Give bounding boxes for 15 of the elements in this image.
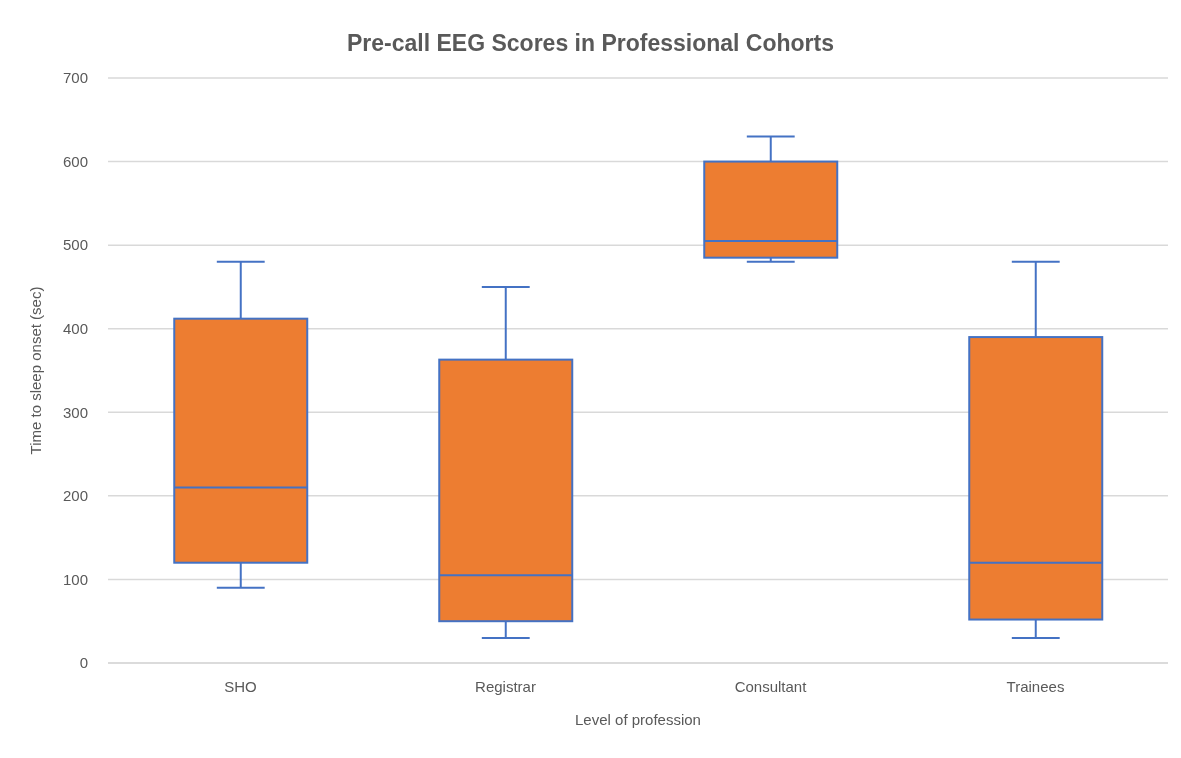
y-tick-label: 0 (79, 654, 88, 672)
y-axis-title: Time to sleep onset (sec) (27, 286, 45, 455)
chart-title: Pre-call EEG Scores in Professional Cohorts (346, 30, 835, 57)
y-tick-label: 300 (62, 403, 88, 421)
y-tick-label: 100 (62, 570, 88, 588)
y-tick-label: 600 (62, 152, 88, 170)
y-tick-label: 700 (62, 69, 88, 87)
y-tick-label: 500 (62, 236, 88, 254)
x-tick-label: Trainees (1006, 677, 1065, 695)
y-tick-label: 200 (62, 487, 88, 505)
x-tick-label: Registrar (475, 677, 536, 695)
x-axis-title: Level of profession (575, 711, 701, 728)
y-tick-label: 400 (62, 320, 88, 338)
x-tick-label: SHO (224, 677, 257, 695)
x-tick-label: Consultant (734, 677, 808, 695)
